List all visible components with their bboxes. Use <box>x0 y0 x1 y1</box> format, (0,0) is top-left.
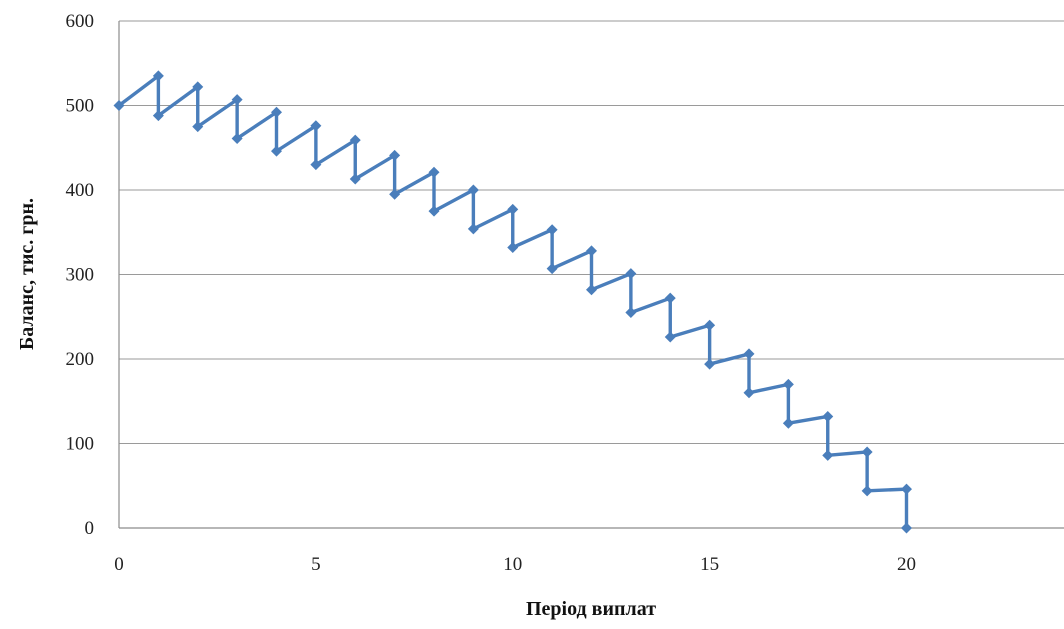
y-tick-label: 100 <box>66 434 95 455</box>
y-axis-title: Баланс, тис. грн. <box>16 198 38 350</box>
data-point-marker <box>507 203 519 215</box>
y-tick-labels: 0 100 200 300 400 500 600 <box>66 11 95 539</box>
data-point-marker <box>625 307 637 319</box>
data-point-marker <box>507 241 519 253</box>
data-point-marker <box>546 263 558 275</box>
y-tick-label: 200 <box>66 349 95 370</box>
data-point-marker <box>704 319 716 331</box>
data-point-marker <box>349 173 361 185</box>
data-point-marker <box>625 268 637 280</box>
data-point-marker <box>389 188 401 200</box>
data-point-marker <box>822 410 834 422</box>
data-point-marker <box>231 94 243 106</box>
data-point-marker <box>743 387 755 399</box>
data-point-marker <box>664 331 676 343</box>
data-point-marker <box>861 485 873 497</box>
x-tick-label: 0 <box>114 554 124 575</box>
data-point-marker <box>782 417 794 429</box>
data-point-marker <box>901 483 912 495</box>
data-point-marker <box>310 159 322 171</box>
data-point-marker <box>546 224 558 236</box>
gridlines <box>119 20 1064 444</box>
x-tick-label: 15 <box>700 554 719 575</box>
x-tick-label: 5 <box>311 554 321 575</box>
data-point-marker <box>192 121 204 133</box>
y-tick-label: 300 <box>66 265 95 286</box>
data-point-marker <box>586 245 597 257</box>
data-point-marker <box>782 378 794 390</box>
y-tick-label: 600 <box>66 11 95 32</box>
data-point-marker <box>192 81 204 93</box>
data-point-marker <box>271 106 282 118</box>
data-point-marker <box>467 184 479 196</box>
data-point-marker <box>152 70 164 82</box>
series-balance <box>113 70 912 534</box>
data-point-marker <box>822 449 834 461</box>
data-point-marker <box>664 292 676 304</box>
data-point-marker <box>231 132 243 144</box>
data-point-marker <box>743 348 755 360</box>
data-point-marker <box>310 120 322 132</box>
y-tick-label: 0 <box>85 518 95 539</box>
data-point-marker <box>349 134 361 146</box>
data-point-marker <box>152 110 164 122</box>
x-tick-label: 10 <box>503 554 522 575</box>
data-point-marker <box>271 145 282 157</box>
y-tick-label: 500 <box>66 96 95 117</box>
data-point-marker <box>901 522 912 534</box>
x-axis-title: Період виплат <box>526 598 656 620</box>
x-tick-labels: 0 5 10 15 20 <box>114 554 916 575</box>
data-point-marker <box>428 205 440 217</box>
data-point-marker <box>113 100 125 111</box>
data-point-marker <box>428 166 440 178</box>
y-tick-label: 400 <box>66 180 95 201</box>
data-point-marker <box>861 446 873 458</box>
data-point-marker <box>467 223 479 235</box>
x-tick-label: 20 <box>897 554 916 575</box>
data-point-marker <box>586 284 597 296</box>
data-point-marker <box>389 149 401 161</box>
data-point-marker <box>704 358 716 370</box>
